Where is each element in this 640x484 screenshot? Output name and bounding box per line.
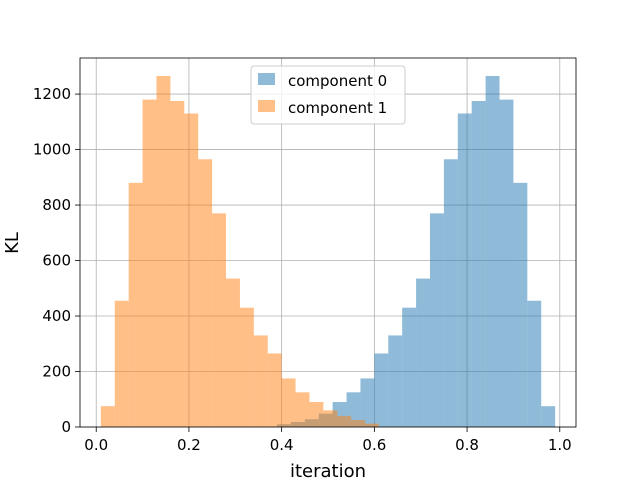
histogram-bar [513,182,528,427]
x-axis-ticks: 0.0 0.2 0.4 0.6 0.8 1.0 [84,427,572,454]
histogram-bar [337,415,352,427]
histogram-bar [457,113,472,428]
histogram-bar [388,335,403,427]
histogram-bar [170,101,185,428]
x-tick-label: 0.6 [362,436,386,454]
x-tick-label: 0.4 [270,436,294,454]
legend-swatch-component-1 [258,100,275,112]
histogram-bar [198,159,213,428]
histogram-bar [374,353,389,427]
histogram-bar [365,423,379,427]
legend-label-component-1: component 1 [288,99,387,117]
y-axis-label: KL [2,232,23,254]
plot-frame [79,57,577,428]
histogram-bar [128,182,143,427]
histogram-bar [485,76,500,427]
x-tick-label: 1.0 [548,436,572,454]
histogram-bar [527,300,542,427]
y-axis-ticks: 0 200 400 600 800 1000 1200 [33,85,80,436]
series-component-0 [277,76,556,428]
histogram-bar [184,113,199,428]
histogram-bar [295,392,310,427]
y-tick-label: 600 [42,252,71,270]
histogram-bar [351,420,366,427]
histogram-bar [429,213,444,427]
histogram-bar [226,278,240,427]
histogram-bar [281,378,296,427]
histogram-bar [142,99,157,427]
histogram-bar [253,335,268,427]
histogram-bar [267,353,282,427]
histogram-bar [239,307,254,427]
y-tick-label: 0 [61,418,71,436]
histogram-bar [471,101,486,428]
x-tick-label: 0.2 [177,436,201,454]
legend-swatch-component-0 [258,73,275,85]
histogram-bar [360,378,375,427]
legend-frame [250,65,406,125]
x-tick-label: 0.8 [455,436,479,454]
histogram-bar [499,99,514,427]
histogram-bar [416,278,430,427]
histogram-bar [156,76,171,427]
bars [100,76,556,428]
histogram-bar [323,410,338,427]
histogram-bar [100,406,115,427]
series-component-1 [100,76,379,428]
histogram-bar [212,213,227,427]
histogram-bar [309,402,324,427]
legend-label-component-0: component 0 [288,72,387,90]
histogram-bar [114,300,129,427]
histogram-bar [443,159,458,428]
x-axis-label: iteration [290,461,366,480]
y-tick-label: 1000 [33,141,71,159]
histogram-bar [402,307,417,427]
legend: component 0 component 1 [250,65,406,125]
histogram-bar [541,406,556,427]
x-tick-label: 0.0 [84,436,108,454]
y-tick-label: 200 [42,363,71,381]
y-tick-label: 1200 [33,85,71,103]
y-tick-label: 800 [42,196,71,214]
y-tick-label: 400 [42,307,71,325]
